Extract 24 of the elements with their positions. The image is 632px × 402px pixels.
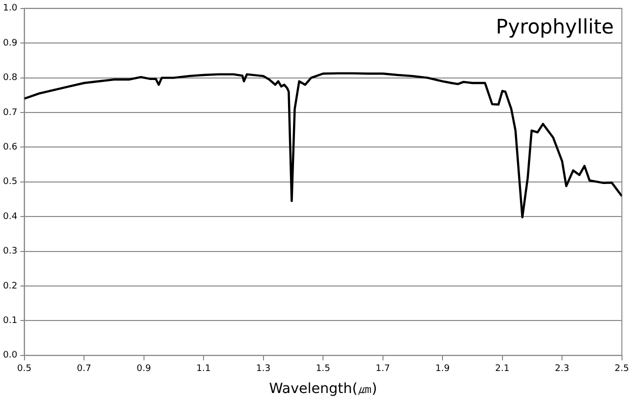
- x-tick-label: 1.9: [435, 364, 450, 374]
- x-axis-title: Wavelength(㎛): [269, 381, 378, 398]
- y-tick-label: 0.1: [2, 316, 18, 326]
- y-tick-label: 0.3: [2, 246, 18, 257]
- y-tick-label: 0.4: [2, 212, 18, 222]
- x-tick-label: 2.3: [554, 364, 570, 374]
- chart-title: Pyrophyllite: [496, 14, 614, 39]
- y-tick-label: 0.0: [2, 350, 18, 361]
- x-tick-label: 1.7: [376, 364, 390, 374]
- y-tick-label: 0.6: [2, 142, 18, 153]
- x-tick-label: 0.7: [76, 364, 92, 374]
- y-tick-label: 0.9: [2, 38, 18, 48]
- x-tick-label: 0.9: [136, 364, 152, 374]
- x-tick-label: 2.5: [614, 364, 630, 374]
- x-tick-label: 1.1: [196, 364, 211, 374]
- y-tick-label: 0.2: [2, 281, 18, 292]
- y-tick-label: 1.0: [2, 4, 18, 14]
- y-tick-label: 0.8: [2, 73, 18, 84]
- x-tick-label: 0.5: [17, 364, 32, 374]
- x-tick-label: 1.3: [256, 364, 270, 374]
- y-tick-label: 0.5: [2, 177, 18, 188]
- y-tick-label: 0.7: [2, 108, 18, 118]
- x-tick-label: 1.5: [316, 364, 330, 374]
- x-tick-label: 2.1: [495, 364, 510, 374]
